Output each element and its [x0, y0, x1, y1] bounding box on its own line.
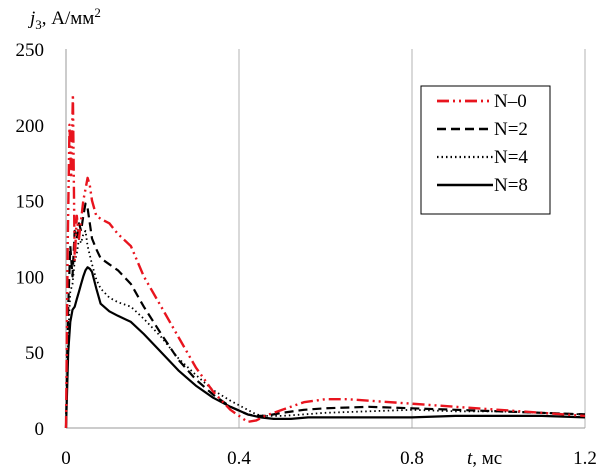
tick-labels: 0 50 100 150 200 250 0 0.4 0.8 1.2: [16, 40, 597, 469]
x-tick-label: 0.4: [227, 448, 251, 469]
x-axis-var: t: [467, 448, 473, 469]
legend-label-4: N=8: [494, 175, 528, 196]
y-axis-label: j3, А/мм2: [27, 5, 101, 32]
y-axis-sub: 3: [35, 17, 42, 32]
x-tick-label: 1.2: [573, 448, 597, 469]
y-tick-label: 50: [25, 343, 44, 364]
y-tick-label: 250: [16, 40, 45, 61]
legend-box: [420, 85, 551, 215]
x-tick-label: 0: [61, 448, 71, 469]
series-line-3: [65, 230, 586, 429]
legend: N–0 N=2 N=4 N=8: [420, 85, 551, 215]
legend-label-1: N–0: [494, 91, 527, 112]
legend-label-3: N=4: [494, 147, 528, 168]
x-axis-label: t, мс: [467, 448, 502, 469]
y-axis-sup: 2: [94, 5, 101, 20]
grid-lines: [238, 49, 586, 428]
series-line-4: [64, 266, 586, 429]
x-axis-units: , мс: [472, 448, 502, 469]
series-line-2: [64, 202, 586, 429]
series-line-1: [64, 93, 586, 429]
y-axis-var: j: [27, 8, 35, 29]
series-layer: [64, 93, 586, 429]
y-tick-label: 100: [16, 267, 45, 288]
y-tick-label: 0: [35, 419, 45, 440]
y-tick-label: 200: [16, 116, 45, 137]
legend-label-2: N=2: [494, 119, 528, 140]
y-axis-units: , А/мм: [42, 8, 95, 29]
y-tick-label: 150: [16, 192, 45, 213]
x-tick-label: 0.8: [400, 448, 424, 469]
